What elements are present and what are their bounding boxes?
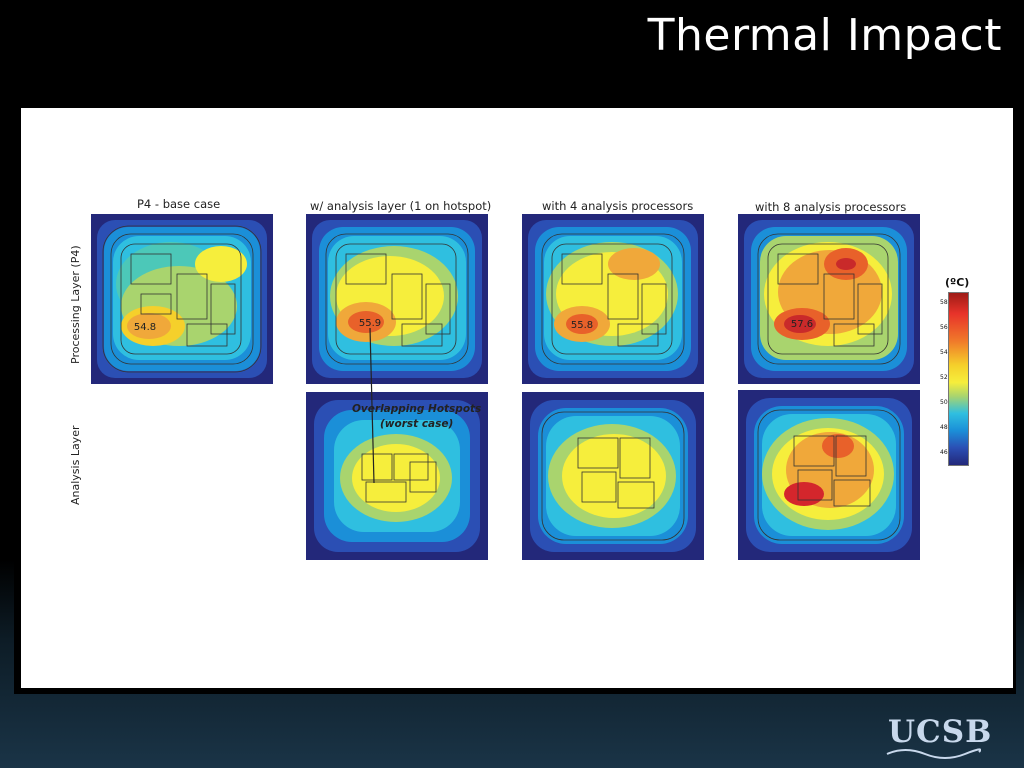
color-scale-bar [948,292,969,466]
column-title-analysis-4: with 4 analysis processors [542,199,694,213]
overlapping-hotspots-annotation: Overlapping Hotspots (worst case) [352,402,481,432]
heatmap-analysis-layer-4 [522,392,704,560]
legend-tick: 48 [940,424,948,431]
heatmap-processing-analysis-8: 57.6 [738,214,920,384]
hotspot-arrow [369,327,375,484]
heatmap-analysis-layer-8 [738,390,920,560]
heatmap-processing-base: 54.8 [91,214,273,384]
heatmap-analysis-layer-1 [306,392,488,560]
column-title-base: P4 - base case [137,197,221,211]
row-label-processing: Processing Layer (P4) [69,245,82,364]
legend-tick: 50 [940,399,948,406]
peak-label-analysis-1: 55.9 [359,318,381,329]
slide-title: Thermal Impact [647,10,1002,61]
annotation-line-2: (worst case) [380,418,454,430]
legend-tick: 56 [940,324,948,331]
column-title-analysis-8: with 8 analysis processors [755,200,907,214]
legend-tick: 46 [940,449,948,456]
row-label-analysis: Analysis Layer [69,425,82,506]
heatmap-processing-analysis-4: 55.8 [522,214,704,384]
legend-tick: 52 [940,374,948,381]
legend-tick: 58 [940,299,948,306]
legend-unit: (ºC) [945,276,970,289]
heatmap-processing-analysis-1: 55.9 [306,214,488,384]
legend-tick: 54 [940,349,948,356]
annotation-line-1: Overlapping Hotspots [352,403,482,415]
peak-label-analysis-8: 57.6 [791,319,813,330]
peak-label-base: 54.8 [134,322,156,333]
ucsb-logo: UCSB [888,714,993,750]
peak-label-analysis-4: 55.8 [571,320,593,331]
column-title-analysis-1: w/ analysis layer (1 on hotspot) [310,199,492,213]
ucsb-logo-wave [886,748,981,759]
